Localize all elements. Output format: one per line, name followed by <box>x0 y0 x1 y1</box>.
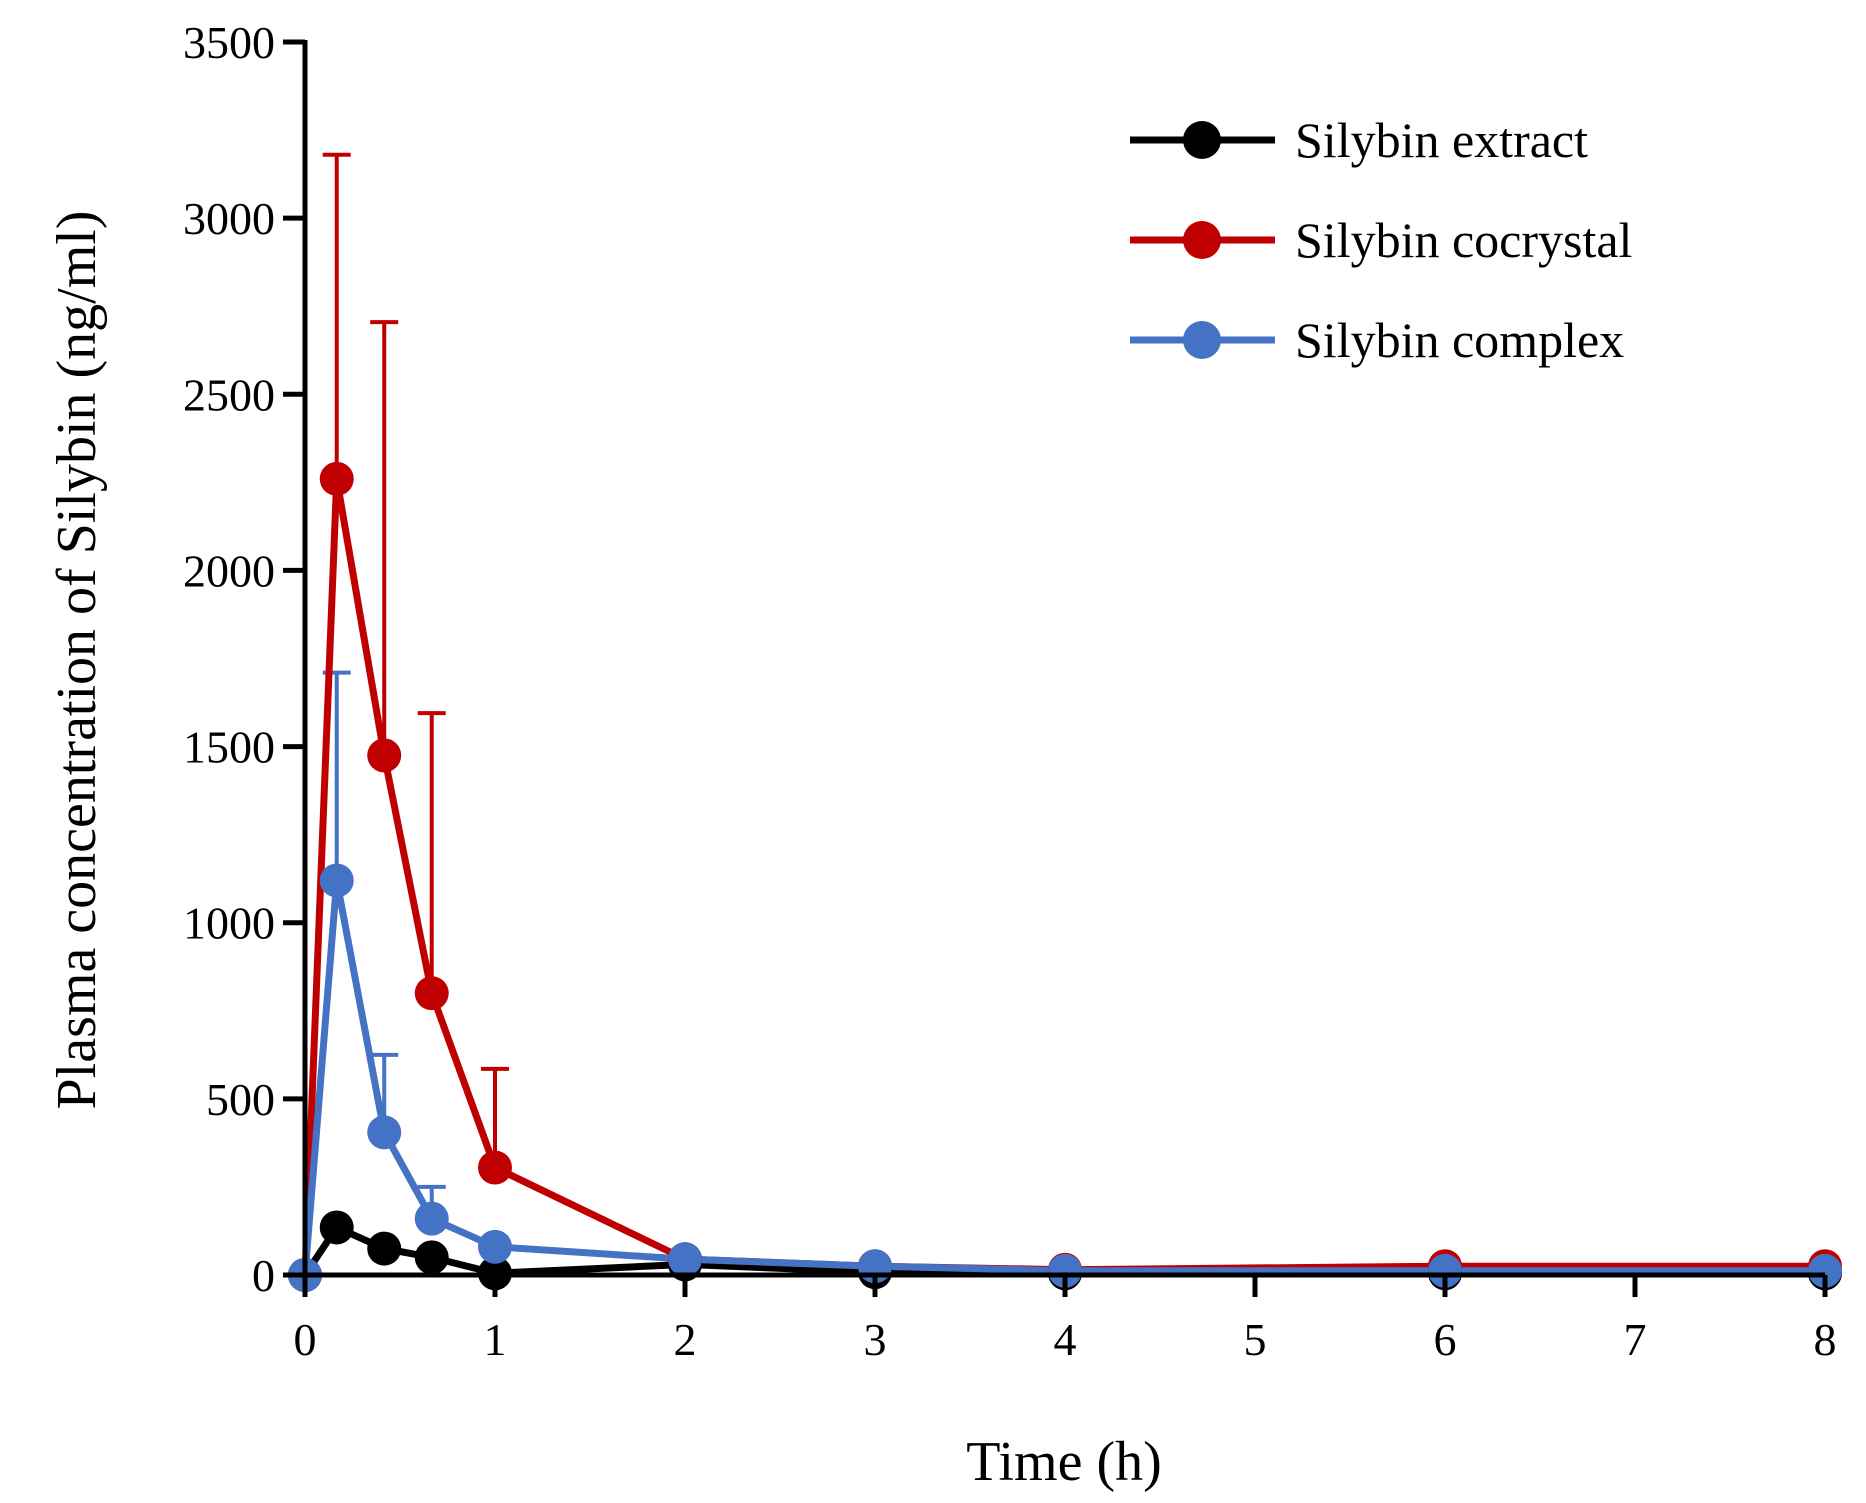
series-line-3 <box>301 876 1825 1276</box>
x-tick-label: 6 <box>1434 1314 1457 1365</box>
legend-marker <box>1183 321 1221 359</box>
data-point <box>367 1231 402 1266</box>
data-point <box>668 1242 702 1277</box>
legend-label: Silybin complex <box>1295 312 1624 368</box>
axes-layer: 0 500 1000 1500 2000 2500 3000 3500 0 1 2 3 4 5 6 7 8 <box>183 17 1837 1365</box>
data-point <box>319 863 354 898</box>
legend-marker <box>1183 121 1221 159</box>
y-tick-label: 2000 <box>183 545 275 596</box>
data-point <box>414 976 449 1011</box>
series-points-layer <box>288 461 1842 1292</box>
y-tick-label: 500 <box>206 1074 275 1125</box>
data-point <box>478 1229 512 1264</box>
x-tick-label: 5 <box>1244 1314 1267 1365</box>
x-tick-label: 3 <box>864 1314 887 1365</box>
data-point <box>414 1240 449 1275</box>
y-tick-label: 1500 <box>183 722 275 773</box>
legend-marker <box>1183 221 1221 259</box>
data-point <box>478 1150 512 1185</box>
data-point <box>1428 1253 1462 1288</box>
x-tick-label: 0 <box>294 1314 317 1365</box>
series-line-2 <box>301 475 1825 1276</box>
data-point <box>367 1115 402 1150</box>
x-tick-label: 8 <box>1814 1314 1837 1365</box>
data-point <box>1808 1253 1842 1288</box>
y-axis-title: Plasma concentration of Silybin (ng/ml) <box>46 211 108 1110</box>
data-point <box>414 1201 449 1236</box>
x-tick-label: 7 <box>1624 1314 1647 1365</box>
x-axis-title: Time (h) <box>966 1431 1162 1493</box>
data-point <box>1048 1253 1082 1288</box>
y-tick-label: 3000 <box>183 193 275 244</box>
x-tick-label: 1 <box>484 1314 507 1365</box>
error-bars-layer <box>322 152 509 1219</box>
legend: Silybin extract Silybin cocrystal Silybin … <box>1130 112 1632 368</box>
x-tick-label: 2 <box>674 1314 697 1365</box>
y-tick-label: 2500 <box>183 369 275 420</box>
legend-label: Silybin cocrystal <box>1295 212 1632 268</box>
data-point <box>367 738 402 773</box>
y-tick-label: 3500 <box>183 17 275 68</box>
data-point <box>319 461 354 496</box>
series-lines-layer <box>301 475 1825 1277</box>
x-tick-label: 4 <box>1054 1314 1077 1365</box>
legend-label: Silybin extract <box>1295 112 1588 168</box>
y-tick-label: 0 <box>252 1250 275 1301</box>
data-point <box>319 1210 354 1245</box>
y-tick-label: 1000 <box>183 898 275 949</box>
